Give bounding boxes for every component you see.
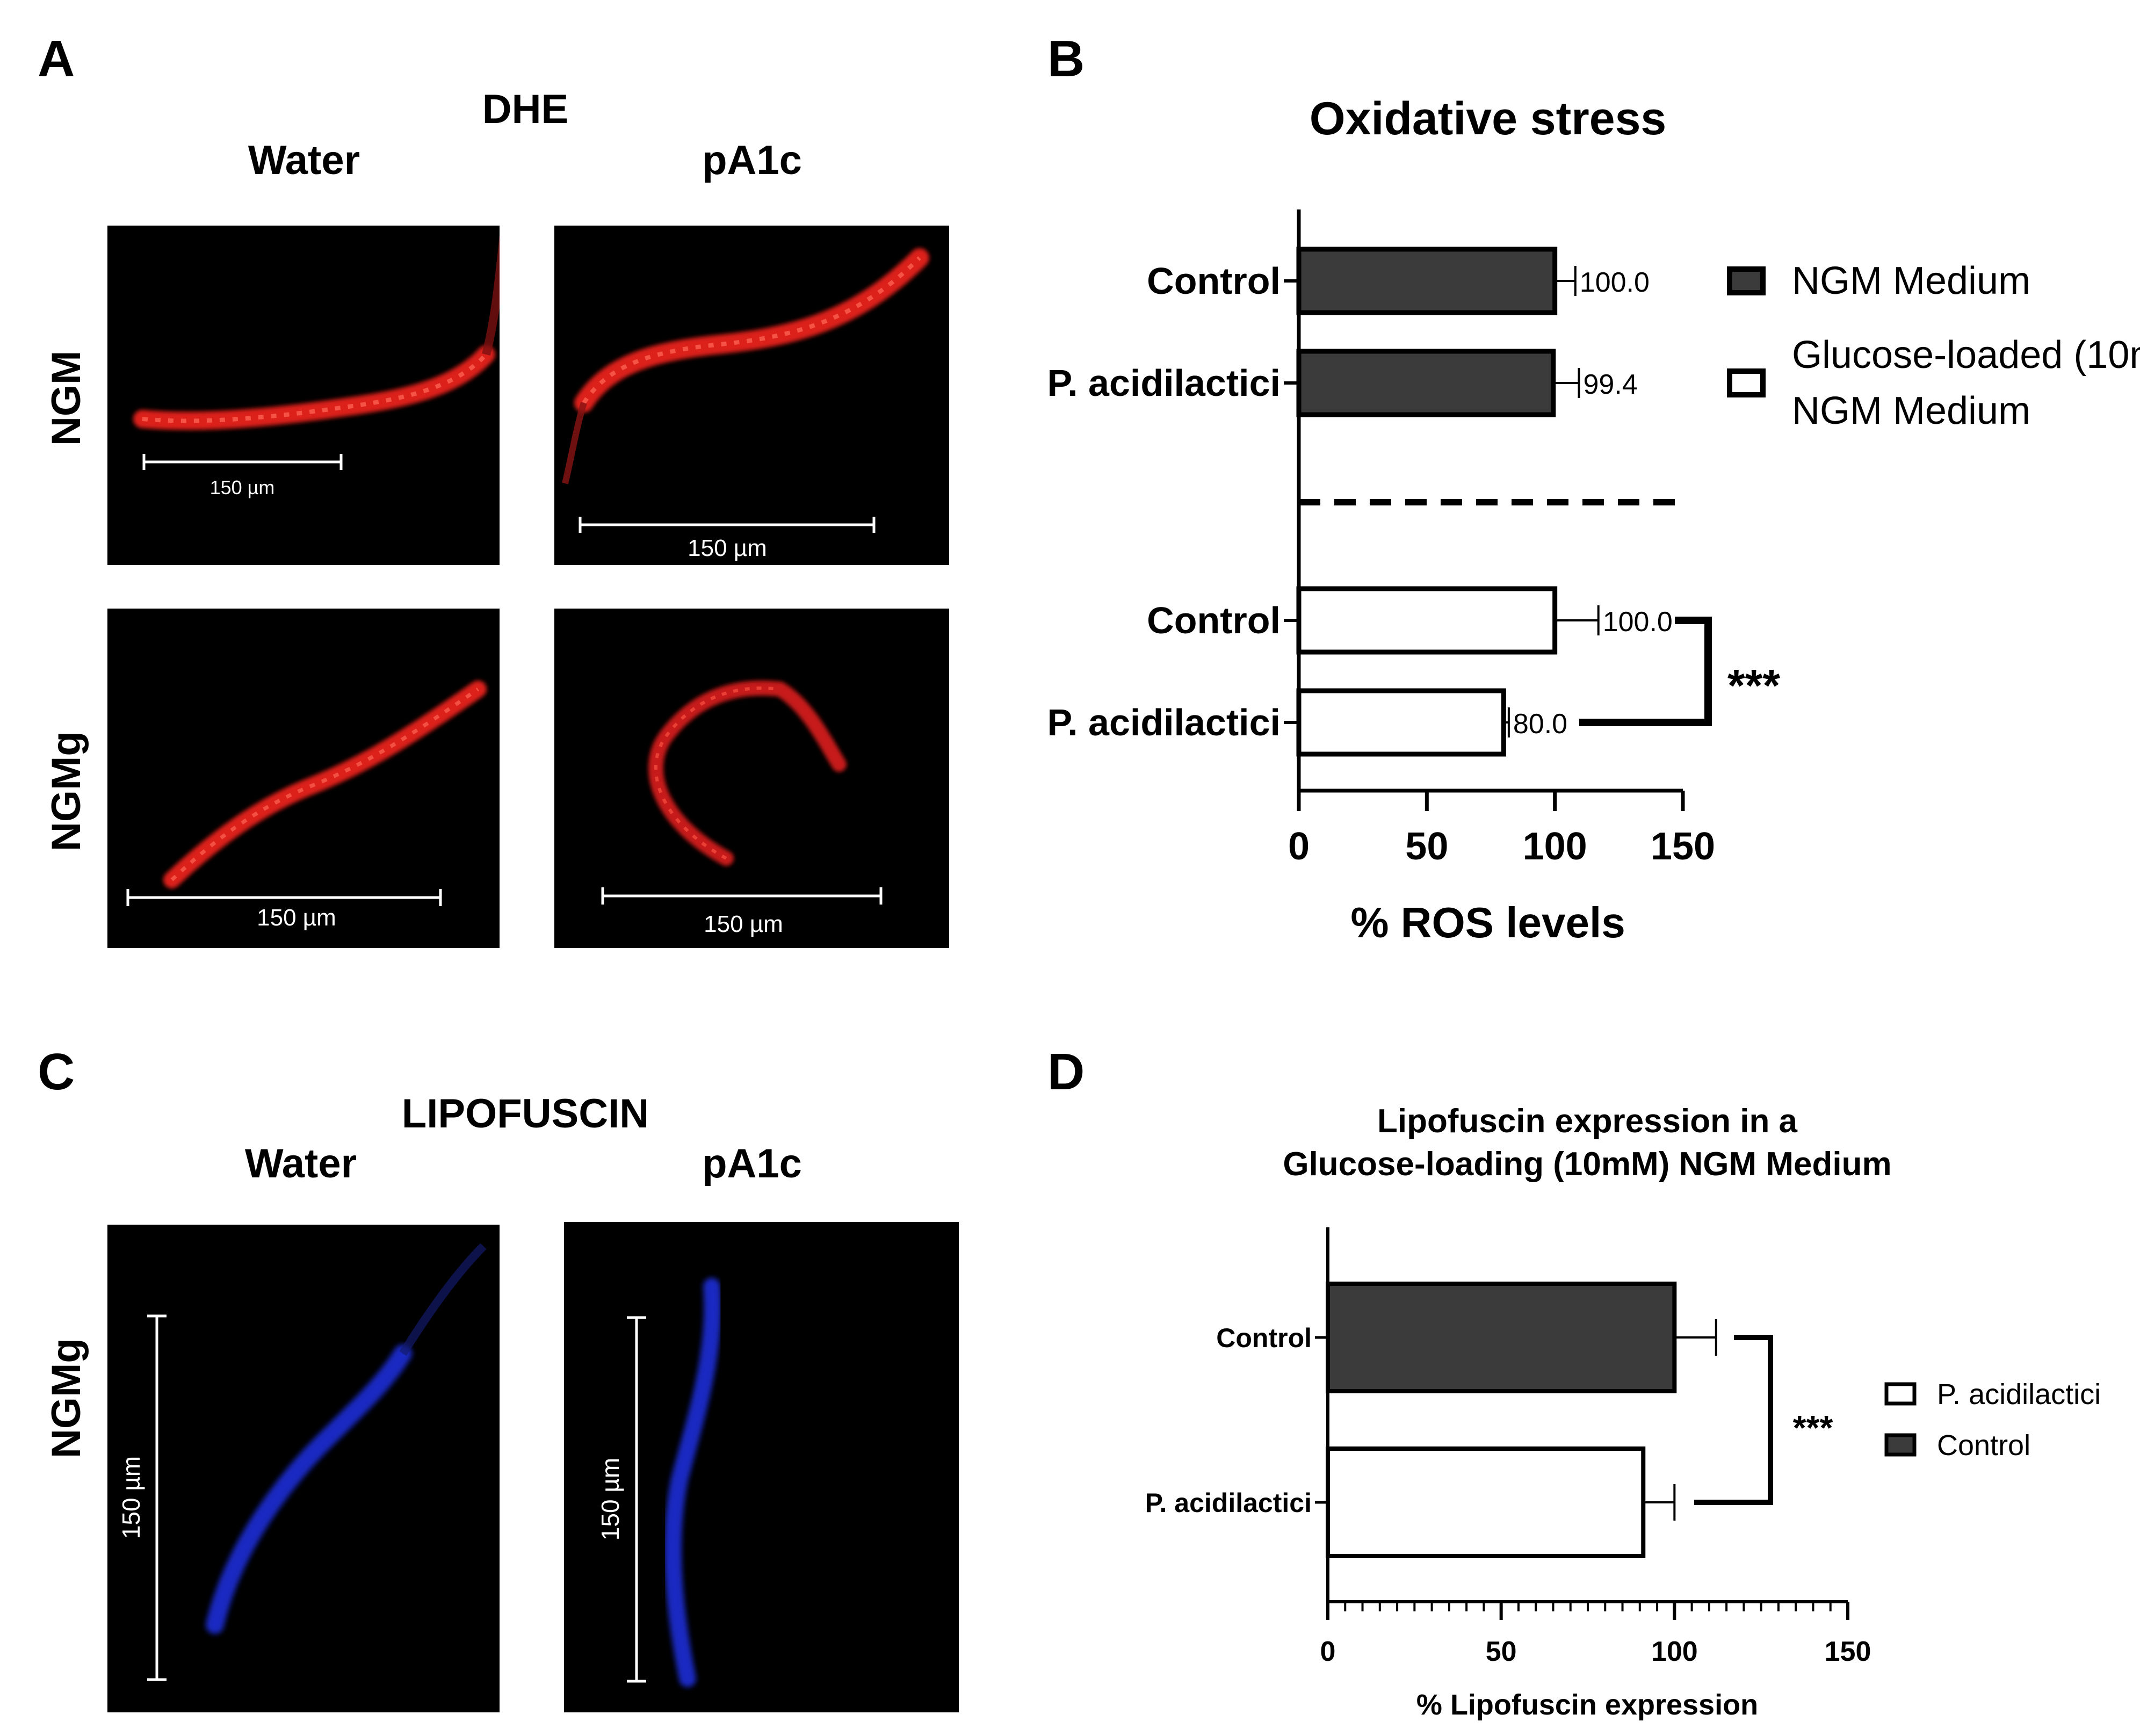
worm-image: 150 µm [562,248,929,561]
bar [1296,586,1558,655]
data-label: 100.0 [1603,606,1673,638]
legend-swatch [1727,368,1766,397]
chart-title: Lipofuscin expression in a [1377,1103,1798,1140]
x-tick-label: 50 [1405,825,1448,868]
bar [1296,247,1558,315]
legend-label: Control [1937,1429,2030,1462]
micrograph-lipofuscin-pa1c: 150 µm [564,1222,959,1712]
panel-letter-a: A [38,30,75,88]
legend-label: NGM Medium [1792,389,2030,432]
panel-letter-b: B [1047,30,1085,88]
x-tick-label: 100 [1651,1636,1698,1667]
x-tick-label: 100 [1523,825,1587,868]
worm-image: 150 µm [117,1243,487,1681]
panel-c-column-water: Water [244,1141,357,1187]
x-tick-label: 50 [1486,1636,1517,1667]
panel-a-stain-title: DHE [482,86,569,132]
significance-bracket [1579,617,1712,726]
x-tick-label: 0 [1288,825,1310,868]
significance-marker: *** [1793,1408,1833,1447]
scale-label: 150 µm [257,905,336,931]
y-tick-label: Control [1216,1323,1312,1353]
chart-title: Oxidative stress [1310,93,1666,144]
legend-swatch [1884,1382,1917,1406]
worm-image: 150 µm [596,1278,721,1687]
y-tick-label: P. acidilactici [1047,362,1281,404]
legend-label: P. acidilactici [1937,1378,2101,1410]
scale-label: 150 µm [596,1458,624,1540]
data-label: 99.4 [1583,369,1637,400]
x-tick-label: 150 [1651,825,1715,868]
micrograph-dhe-pa1c-ngmg: 150 µm [554,609,949,948]
y-tick-label: Control [1147,260,1281,302]
panel-c-stain-title: LIPOFUSCIN [401,1091,649,1137]
bar [1296,688,1506,757]
x-tick-label: 150 [1825,1636,1871,1667]
micrograph-dhe-water-ngm: 150 µm [107,226,500,565]
data-label: 80.0 [1513,708,1567,740]
legend-label: NGM Medium [1792,259,2030,302]
x-tick-label: 0 [1320,1636,1336,1667]
micrograph-dhe-pa1c-ngm: 150 µm [554,226,949,565]
bar [1326,1446,1646,1558]
panel-a-column-water: Water [248,138,360,183]
bar [1296,349,1556,417]
scale-label: 150 µm [688,535,767,561]
worm-image: 150 µm [133,235,500,498]
worm-image: 150 µm [126,681,487,931]
worm-image: 150 µm [601,681,883,937]
panel-letter-c: C [38,1043,75,1101]
y-tick-label: P. acidilactici [1047,701,1281,743]
significance-marker: *** [1727,660,1780,711]
chart-title: Glucose-loading (10mM) NGM Medium [1283,1146,1891,1183]
legend-swatch [1884,1433,1917,1457]
scale-label: 150 µm [210,476,275,498]
scale-label: 150 µm [704,911,783,937]
panel-c-column-pa1c: pA1c [702,1141,802,1187]
scale-label: 150 µm [117,1456,145,1539]
legend-label: Glucose-loaded (10mM) [1792,334,2140,377]
significance-bracket [1694,1335,1773,1505]
panel-a-column-pa1c: pA1c [702,138,802,183]
micrograph-dhe-water-ngmg: 150 µm [107,609,500,948]
micrograph-lipofuscin-water: 150 µm [107,1225,500,1712]
data-label: 100.0 [1580,267,1650,298]
x-axis-label: % ROS levels [1350,899,1625,946]
panel-letter-d: D [1047,1043,1085,1101]
y-tick-label: P. acidilactici [1145,1488,1312,1518]
bar [1326,1282,1677,1393]
x-axis-label: % Lipofuscin expression [1416,1689,1758,1721]
legend-swatch [1727,266,1766,295]
y-tick-label: Control [1147,599,1281,641]
